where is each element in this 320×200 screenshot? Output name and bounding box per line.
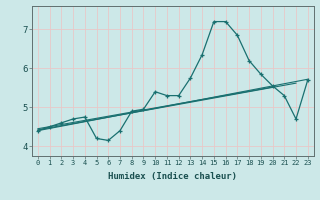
X-axis label: Humidex (Indice chaleur): Humidex (Indice chaleur) bbox=[108, 172, 237, 181]
